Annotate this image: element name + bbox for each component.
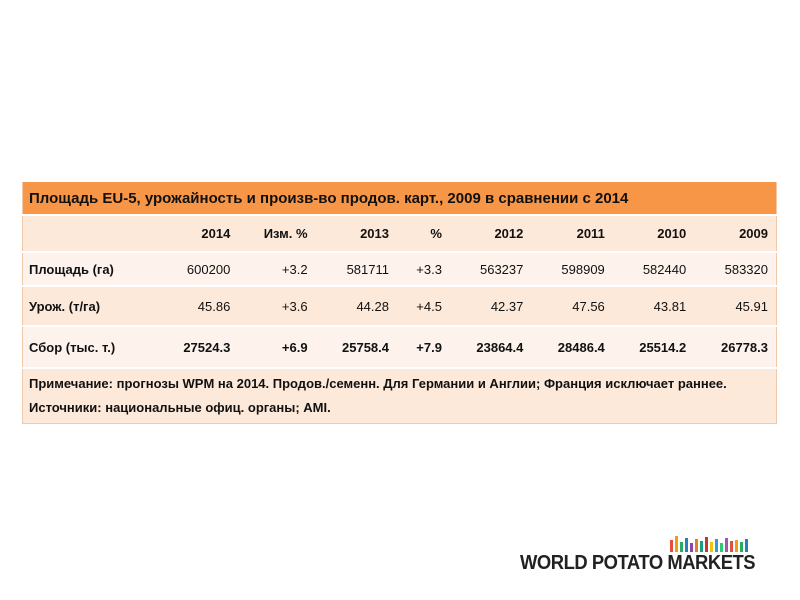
header-cell: 2012: [449, 214, 532, 252]
cell: +7.9: [397, 325, 450, 368]
title-row: Площадь EU-5, урожайность и произв-во пр…: [22, 180, 777, 215]
header-cell: 2011: [531, 214, 613, 252]
header-cell: 2013: [315, 214, 397, 252]
cell: +4.5: [397, 285, 450, 326]
row-label: Площадь (га): [22, 251, 157, 286]
header-cell: %: [397, 214, 450, 252]
data-table: Площадь EU-5, урожайность и произв-во пр…: [22, 180, 777, 424]
header-cell: Изм. %: [238, 214, 316, 252]
data-row: Площадь (га) 600200 +3.2 581711 +3.3 563237 59…: [22, 251, 777, 286]
cell: 563237: [449, 251, 532, 286]
logo-text: WORLD POTATO MARKETS: [520, 552, 756, 574]
cell: 600200: [156, 251, 239, 286]
cell: +3.2: [238, 251, 316, 286]
cell: 42.37: [449, 285, 532, 326]
header-row: 2014 Изм. % 2013% 2012 2011 2010 2009: [22, 214, 777, 252]
row-label: Сбор (тыс. т.): [22, 325, 157, 368]
cell: 598909: [531, 251, 613, 286]
cell: 583320: [694, 251, 777, 286]
cell: +3.3: [397, 251, 450, 286]
cell: 28486.4: [531, 325, 613, 368]
cell: 43.81: [612, 285, 695, 326]
header-cell: [22, 214, 157, 252]
data-row: Сбор (тыс. т.) 27524.3 +6.9 25758.4 +7.9 2386…: [22, 325, 777, 368]
cell: 25758.4: [315, 325, 397, 368]
cell: 26778.3: [694, 325, 777, 368]
cell: 27524.3: [156, 325, 239, 368]
cell: 581711: [315, 251, 397, 286]
logo-bars: [670, 536, 748, 552]
data-row: Урож. (т/га) 45.86 +3.6 44.28 +4.5 42.37 47.56…: [22, 285, 777, 326]
cell: 45.86: [156, 285, 239, 326]
cell: 44.28: [315, 285, 397, 326]
cell: 25514.2: [612, 325, 695, 368]
table-title: Площадь EU-5, урожайность и произв-во пр…: [22, 180, 777, 215]
header-cell: 2009: [694, 214, 777, 252]
note: Примечание: прогнозы WPM на 2014. Продов…: [22, 367, 777, 424]
cell: 47.56: [531, 285, 613, 326]
logo: WORLD POTATO MARKETS: [520, 530, 770, 580]
cell: +6.9: [238, 325, 316, 368]
cell: 23864.4: [449, 325, 532, 368]
cell: 582440: [612, 251, 695, 286]
cell: +3.6: [238, 285, 316, 326]
cell: 45.91: [694, 285, 777, 326]
header-cell: 2014: [156, 214, 239, 252]
header-cell: 2010: [612, 214, 695, 252]
note-row: Примечание: прогнозы WPM на 2014. Продов…: [22, 367, 777, 424]
row-label: Урож. (т/га): [22, 285, 157, 326]
